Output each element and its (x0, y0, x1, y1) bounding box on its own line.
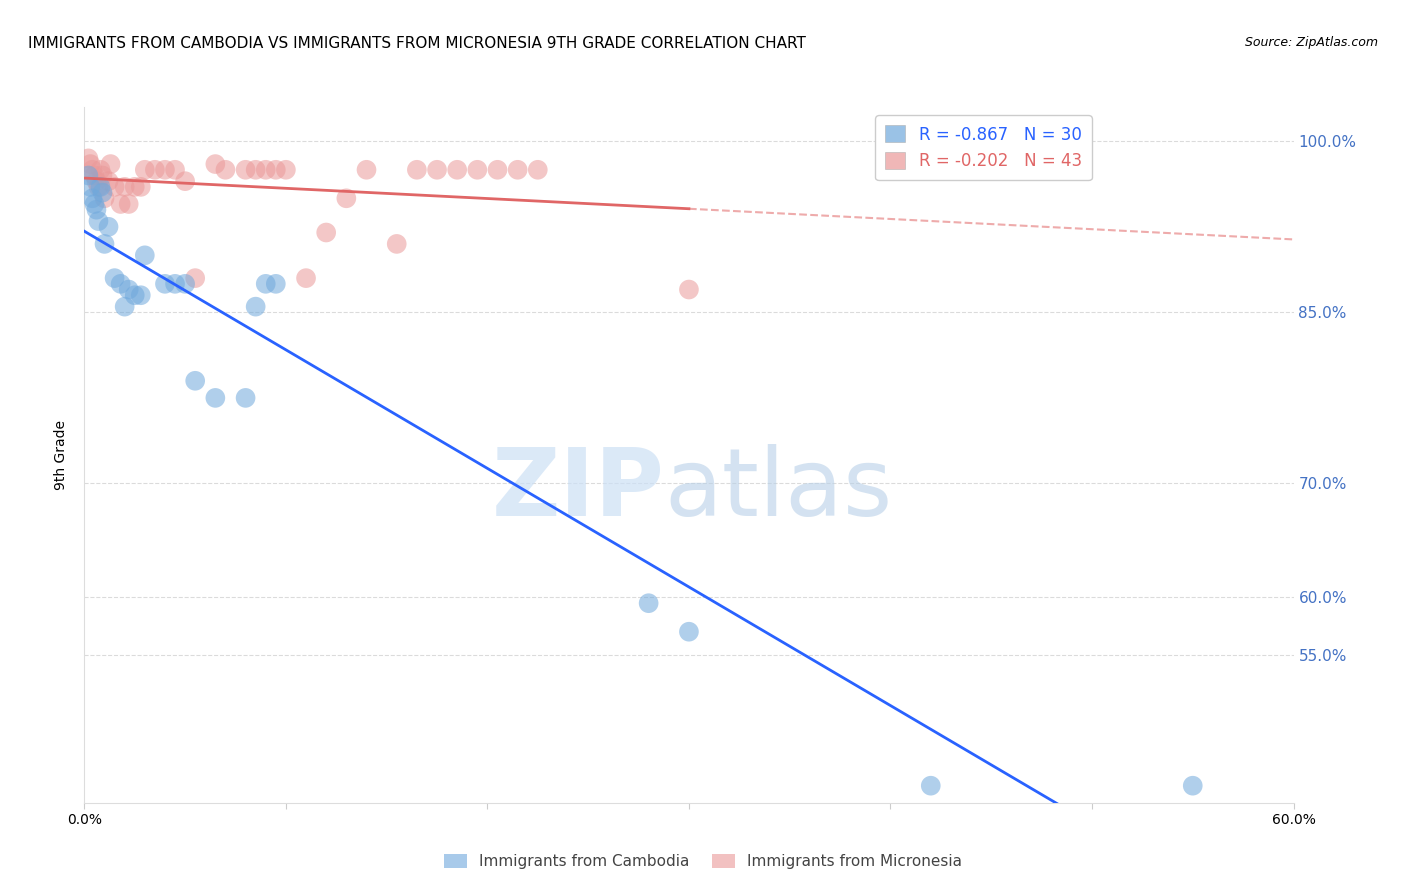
Point (97, 174, 120, 188)
Point (134, 248, 156, 262)
Point (678, 283, 700, 297)
Point (83, 197, 105, 211)
Point (114, 180, 136, 194)
Point (385, 236, 408, 251)
Point (91, 186, 114, 200)
Point (124, 288, 146, 302)
Legend: Immigrants from Cambodia, Immigrants from Micronesia: Immigrants from Cambodia, Immigrants fro… (437, 848, 969, 875)
Point (274, 162, 297, 177)
Point (110, 277, 132, 291)
Point (110, 197, 132, 211)
Point (174, 174, 197, 188)
Point (79, 180, 101, 194)
Point (134, 162, 156, 177)
Point (264, 162, 287, 177)
Point (91, 169, 114, 183)
Point (86, 174, 108, 188)
Point (89, 162, 111, 177)
Point (89, 180, 111, 194)
Point (93, 191, 115, 205)
Point (174, 277, 197, 291)
Point (426, 162, 449, 177)
Point (254, 162, 277, 177)
Text: atlas: atlas (665, 443, 893, 536)
Point (118, 283, 141, 297)
Point (118, 197, 141, 211)
Point (153, 162, 176, 177)
Point (356, 162, 378, 177)
Point (82, 191, 104, 205)
Point (77, 152, 100, 166)
Point (335, 191, 357, 205)
Point (83, 169, 105, 183)
Point (100, 157, 122, 171)
Point (204, 157, 226, 171)
Point (245, 300, 267, 314)
Point (254, 277, 277, 291)
Point (637, 596, 659, 610)
Point (165, 277, 187, 291)
Point (114, 300, 136, 314)
Y-axis label: 9th Grade: 9th Grade (55, 420, 69, 490)
Point (406, 162, 429, 177)
Point (82, 162, 104, 177)
Point (235, 162, 257, 177)
Point (143, 162, 166, 177)
Point (467, 162, 489, 177)
Point (124, 180, 146, 194)
Point (245, 162, 267, 177)
Point (506, 162, 529, 177)
Point (153, 277, 176, 291)
Point (315, 226, 337, 240)
Point (87, 214, 110, 228)
Point (920, 779, 942, 793)
Point (486, 162, 509, 177)
Point (527, 162, 550, 177)
Point (214, 162, 236, 177)
Text: ZIP: ZIP (492, 443, 665, 536)
Point (97, 219, 120, 234)
Point (184, 271, 207, 285)
Text: Source: ZipAtlas.com: Source: ZipAtlas.com (1244, 36, 1378, 49)
Point (77, 169, 100, 183)
Point (446, 162, 468, 177)
Point (165, 162, 187, 177)
Text: IMMIGRANTS FROM CAMBODIA VS IMMIGRANTS FROM MICRONESIA 9TH GRADE CORRELATION CHA: IMMIGRANTS FROM CAMBODIA VS IMMIGRANTS F… (28, 36, 806, 51)
Point (129, 180, 152, 194)
Point (104, 180, 127, 194)
Point (264, 277, 287, 291)
Point (93, 236, 115, 251)
Point (1181, 779, 1204, 793)
Point (204, 391, 226, 405)
Point (87, 180, 110, 194)
Point (104, 271, 127, 285)
Point (235, 391, 257, 405)
Legend: R = -0.867   N = 30, R = -0.202   N = 43: R = -0.867 N = 30, R = -0.202 N = 43 (876, 115, 1091, 180)
Point (129, 288, 152, 302)
Point (295, 271, 318, 285)
Point (86, 202, 108, 217)
Point (678, 624, 700, 639)
Point (79, 157, 101, 171)
Point (184, 374, 207, 388)
